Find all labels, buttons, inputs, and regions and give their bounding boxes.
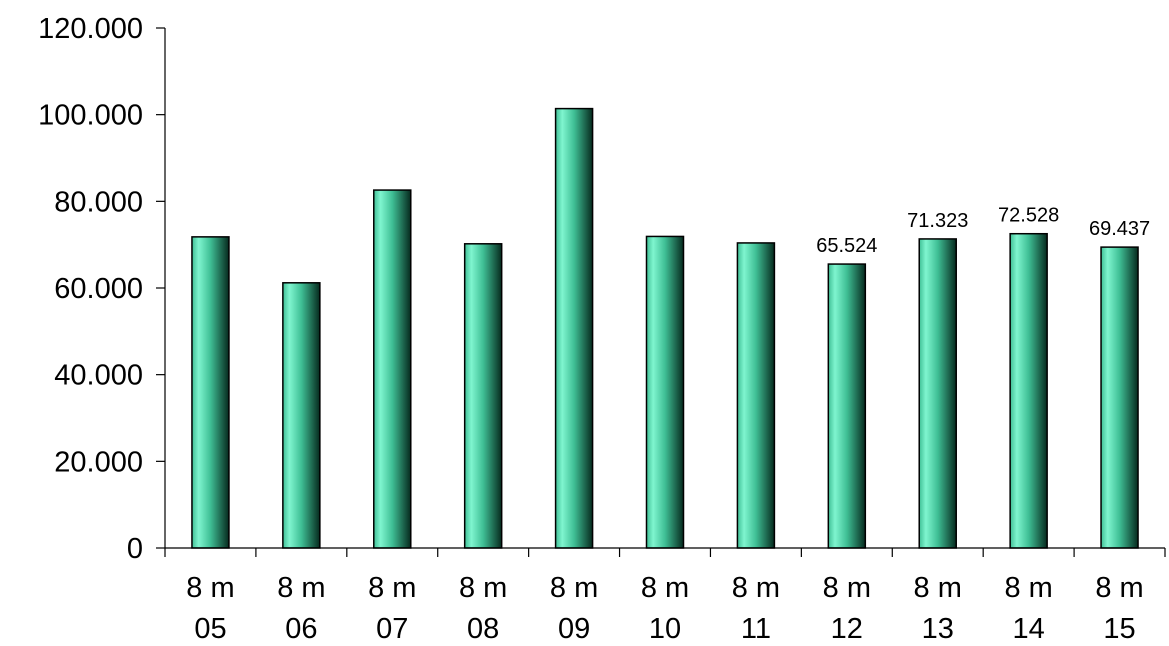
bar-8m-13 [918, 238, 957, 549]
y-tick-label: 100.000 [38, 100, 143, 132]
x-tick-label: 8 m 14 [1004, 572, 1052, 645]
data-label: 69.437 [1089, 218, 1150, 240]
bar-8m-05 [191, 236, 230, 549]
data-label: 72.528 [998, 205, 1059, 227]
bar-8m-11 [736, 242, 776, 549]
bar-8m-15 [1100, 246, 1139, 549]
bar-8m-09 [554, 107, 594, 549]
bar-8m-10 [645, 235, 685, 549]
data-label: 65.524 [816, 235, 877, 257]
x-tick-label: 8 m 15 [1095, 572, 1143, 645]
y-tick-label: 0 [127, 533, 143, 565]
x-tick-label: 8 m 07 [368, 572, 416, 645]
y-axis-ticks: 0 20.000 40.000 60.000 80.000 100.000 120.000 [38, 13, 165, 565]
x-tick-label: 8 m 13 [914, 572, 962, 645]
x-axis-ticks: 8 m 05 8 m 06 8 m 07 8 m 08 8 m 09 8 m 10 8 m 11 8 m 12… [164, 548, 1166, 645]
x-tick-label: 8 m 05 [186, 572, 234, 645]
data-labels: 65.524 71.323 72.528 69.437 [816, 205, 1150, 257]
bar-8m-06 [282, 282, 321, 549]
bars [191, 107, 1139, 549]
y-tick-label: 60.000 [54, 273, 143, 305]
bar-8m-07 [373, 189, 412, 549]
y-tick-label: 20.000 [54, 446, 143, 478]
x-tick-label: 8 m 09 [550, 572, 598, 645]
y-tick-label: 40.000 [54, 360, 143, 392]
y-tick-label: 120.000 [38, 13, 143, 45]
y-tick-label: 80.000 [54, 186, 143, 218]
x-tick-label: 8 m 12 [823, 572, 871, 645]
x-tick-label: 8 m 06 [277, 572, 325, 645]
data-label: 71.323 [907, 210, 968, 232]
bar-8m-12 [827, 263, 867, 549]
x-tick-label: 8 m 11 [732, 572, 780, 645]
x-tick-label: 8 m 10 [641, 572, 689, 645]
bar-8m-14 [1009, 232, 1048, 549]
bar-8m-08 [463, 243, 503, 549]
x-tick-label: 8 m 08 [459, 572, 507, 645]
